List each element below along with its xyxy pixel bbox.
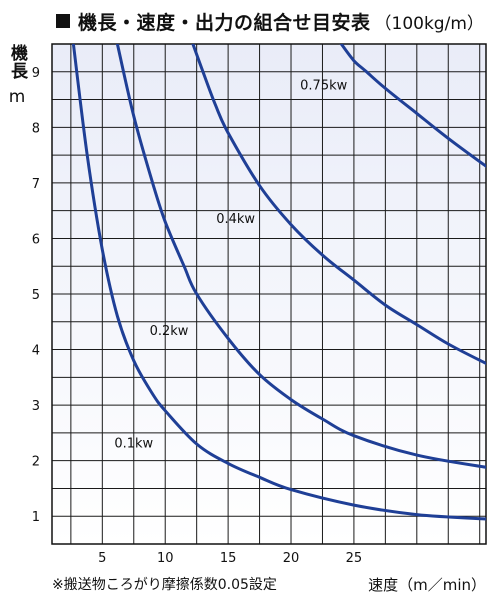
y-tick-label: 7 xyxy=(32,177,40,192)
plot-frame xyxy=(51,43,487,545)
x-tick-label: 5 xyxy=(98,551,106,566)
series-line-0-75kw xyxy=(339,44,486,168)
y-tick-label: 3 xyxy=(32,399,40,414)
series-label: 0.2kw xyxy=(150,324,189,339)
y-axis-label-text: 機長 xyxy=(7,44,27,80)
chart-title-unit: （100kg/m） xyxy=(374,13,484,34)
series-label: 0.1kw xyxy=(114,436,153,451)
x-tick-label: 25 xyxy=(346,551,363,566)
y-tick-label: 5 xyxy=(32,288,40,303)
chart-title-text: 機長・速度・出力の組合せ目安表 xyxy=(78,11,371,34)
y-tick-label: 9 xyxy=(32,66,40,81)
footnote: ※搬送物ころがり摩擦係数0.05設定 xyxy=(52,577,277,593)
y-tick-label: 4 xyxy=(32,344,40,359)
square-bullet-icon xyxy=(56,14,70,28)
x-axis-label: 速度（m／min） xyxy=(368,576,486,594)
series-line-0-4kw xyxy=(191,44,486,365)
y-axis-unit: m xyxy=(8,87,26,107)
y-tick-label: 8 xyxy=(32,121,40,136)
series-line-0-1kw xyxy=(71,44,486,521)
x-tick-label: 15 xyxy=(220,551,237,566)
y-tick-label: 1 xyxy=(32,510,40,525)
y-axis-label: 機長 m xyxy=(2,44,32,107)
series-label: 0.75kw xyxy=(300,79,347,94)
y-tick-label: 6 xyxy=(32,232,40,247)
series-label: 0.4kw xyxy=(216,212,255,227)
y-tick-label: 2 xyxy=(32,455,40,470)
chart-title: 機長・速度・出力の組合せ目安表 （100kg/m） xyxy=(56,4,496,38)
x-tick-label: 20 xyxy=(283,551,300,566)
series-line-0-2kw xyxy=(115,44,486,469)
x-tick-label: 10 xyxy=(157,551,174,566)
